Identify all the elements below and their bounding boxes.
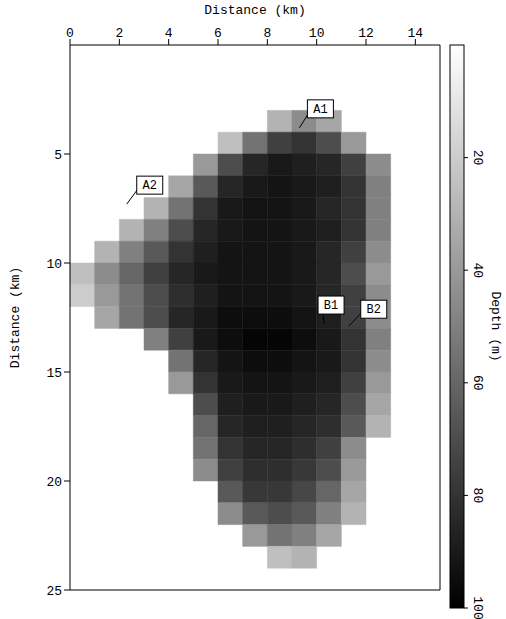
svg-text:Distance (km): Distance (km) xyxy=(8,267,23,368)
svg-text:A2: A2 xyxy=(143,179,157,193)
svg-text:20: 20 xyxy=(46,475,62,490)
svg-text:10: 10 xyxy=(309,26,325,41)
svg-text:B2: B2 xyxy=(367,303,381,317)
svg-text:Depth (m): Depth (m) xyxy=(488,291,503,361)
svg-text:15: 15 xyxy=(46,366,62,381)
svg-text:2: 2 xyxy=(115,26,123,41)
svg-text:40: 40 xyxy=(470,262,485,278)
svg-text:B1: B1 xyxy=(324,299,338,313)
svg-text:0: 0 xyxy=(66,26,74,41)
svg-text:Distance (km): Distance (km) xyxy=(204,3,305,18)
svg-text:25: 25 xyxy=(46,584,62,599)
svg-text:100: 100 xyxy=(470,596,485,619)
svg-text:20: 20 xyxy=(470,150,485,166)
svg-text:80: 80 xyxy=(470,488,485,504)
svg-text:4: 4 xyxy=(165,26,173,41)
svg-text:12: 12 xyxy=(358,26,374,41)
svg-text:60: 60 xyxy=(470,375,485,391)
svg-text:5: 5 xyxy=(54,148,62,163)
svg-text:8: 8 xyxy=(263,26,271,41)
svg-text:A1: A1 xyxy=(313,103,327,117)
svg-text:14: 14 xyxy=(408,26,424,41)
svg-text:6: 6 xyxy=(214,26,222,41)
svg-text:10: 10 xyxy=(46,257,62,272)
